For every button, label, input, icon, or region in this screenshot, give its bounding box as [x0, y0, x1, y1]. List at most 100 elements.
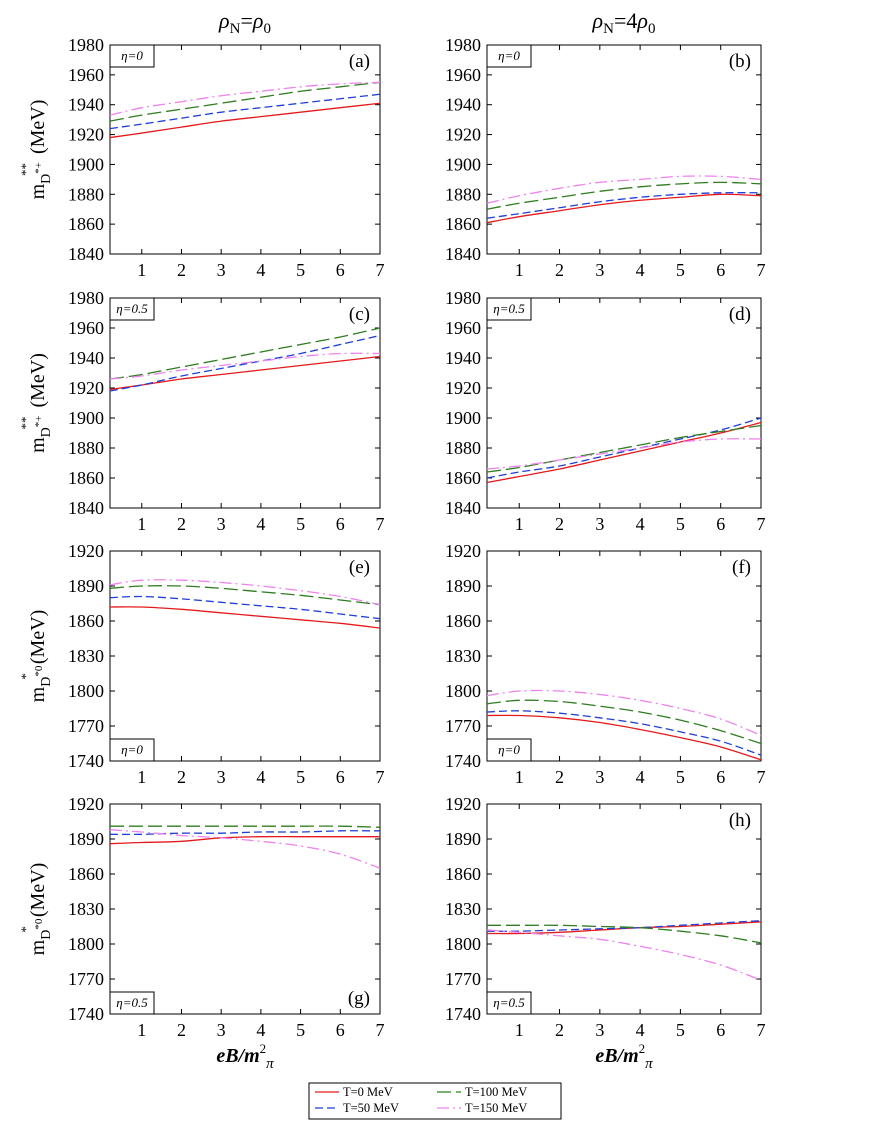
- y-tick-label: 1960: [445, 65, 481, 85]
- y-tick-label: 1920: [445, 378, 481, 398]
- y-tick-label: 1920: [68, 378, 104, 398]
- plot-frame: [109, 297, 381, 509]
- y-tick-label: 1980: [445, 35, 481, 55]
- series-line-t100: [486, 181, 762, 210]
- y-axis-label: mD*+** (MeV): [18, 353, 54, 453]
- y-tick-label: 1860: [445, 214, 481, 234]
- x-tick-label: 1: [137, 260, 146, 280]
- y-tick-label: 1980: [68, 288, 104, 308]
- series-line-t0: [486, 193, 762, 224]
- x-tick-label: 7: [757, 260, 766, 280]
- svg-text:mD*0* (MeV): mD*0* (MeV): [18, 610, 54, 703]
- panel-label: (f): [732, 557, 751, 578]
- eta-box: [486, 44, 532, 68]
- y-tick-label: 1940: [68, 348, 104, 368]
- panel-f: 1740 1770 1800 1830 1860 1890 1920 1 2 3 4 5 6 7 (f) η=…: [445, 541, 766, 787]
- svg-text:mD*+** (MeV): mD*+** (MeV): [18, 100, 54, 200]
- panel-label: (g): [348, 988, 370, 1009]
- x-tick-label: 5: [676, 514, 685, 534]
- x-tick-label: 7: [376, 1020, 385, 1040]
- eta-box: [486, 738, 532, 762]
- eta-label: η=0.5: [493, 995, 525, 1010]
- plot-frame: [109, 803, 381, 1015]
- plot-frame: [486, 44, 762, 255]
- x-tick-label: 5: [676, 260, 685, 280]
- y-axis-label: mD*0* (MeV): [18, 863, 54, 956]
- series-line-t150: [486, 689, 762, 736]
- y-tick-label: 1740: [68, 751, 104, 771]
- legend-item-t0: T=0 MeV: [315, 1085, 393, 1099]
- eta-box: [486, 297, 532, 321]
- x-axis-label: eB/m2π: [216, 1041, 274, 1072]
- y-tick-label: 1920: [68, 794, 104, 814]
- x-tick-label: 7: [757, 514, 766, 534]
- x-tick-label: 5: [296, 260, 305, 280]
- eta-label: η=0: [121, 742, 143, 757]
- series-line-t100: [109, 81, 381, 122]
- x-tick-label: 4: [636, 767, 645, 787]
- x-tick-label: 6: [336, 514, 345, 534]
- y-tick-label: 1740: [445, 751, 481, 771]
- series-line-t100: [109, 327, 381, 380]
- y-tick-label: 1960: [68, 318, 104, 338]
- y-tick-label: 1860: [68, 468, 104, 488]
- series-line-t50: [486, 192, 762, 219]
- x-tick-label: 5: [676, 1020, 685, 1040]
- eta-box: [109, 44, 155, 68]
- series-line-t150: [486, 929, 762, 981]
- eta-label: η=0.5: [493, 301, 525, 316]
- x-tick-label: 6: [716, 1020, 725, 1040]
- y-tick-label: 1880: [68, 438, 104, 458]
- x-tick-label: 3: [595, 1020, 604, 1040]
- y-tick-label: 1800: [445, 681, 481, 701]
- column-header-left: ρN=ρ0: [218, 8, 271, 37]
- series-line-t50: [486, 417, 762, 479]
- x-tick-label: 7: [757, 1020, 766, 1040]
- panel-label: (c): [349, 304, 370, 325]
- plot-frame: [486, 297, 762, 509]
- y-tick-label: 1890: [445, 576, 481, 596]
- x-tick-label: 4: [256, 1020, 265, 1040]
- legend-item-t50: T=50 MeV: [315, 1101, 399, 1115]
- x-tick-label: 3: [217, 260, 226, 280]
- series-line-t50: [109, 334, 381, 392]
- y-tick-label: 1840: [445, 244, 481, 264]
- y-tick-label: 1860: [445, 468, 481, 488]
- x-tick-label: 3: [595, 514, 604, 534]
- y-tick-label: 1800: [68, 681, 104, 701]
- y-tick-label: 1900: [68, 154, 104, 174]
- x-tick-label: 3: [595, 260, 604, 280]
- x-tick-label: 2: [177, 260, 186, 280]
- series-line-t150: [109, 579, 381, 606]
- eta-label: η=0: [498, 742, 520, 757]
- eta-label: η=0.5: [116, 301, 148, 316]
- x-tick-label: 2: [555, 767, 564, 787]
- y-tick-label: 1830: [445, 899, 481, 919]
- panel-b: 1840 1860 1880 1900 1920 1940 1960 1980 1 2 3 4 5 6 7 (…: [445, 35, 766, 280]
- x-tick-label: 2: [555, 260, 564, 280]
- x-tick-label: 7: [376, 767, 385, 787]
- x-tick-label: 6: [336, 767, 345, 787]
- x-tick-label: 4: [636, 260, 645, 280]
- panel-label: (a): [349, 51, 370, 72]
- legend-item-t150: T=150 MeV: [437, 1101, 527, 1115]
- x-tick-label: 7: [376, 514, 385, 534]
- y-tick-label: 1770: [68, 969, 104, 989]
- y-tick-label: 1920: [445, 125, 481, 145]
- panel-label: (d): [729, 304, 751, 325]
- y-tick-label: 1800: [445, 934, 481, 954]
- x-tick-label: 6: [716, 514, 725, 534]
- y-tick-label: 1830: [68, 899, 104, 919]
- x-tick-label: 2: [177, 514, 186, 534]
- x-tick-label: 6: [336, 1020, 345, 1040]
- series-line-t0: [109, 835, 380, 845]
- y-tick-label: 1940: [445, 348, 481, 368]
- y-tick-label: 1770: [445, 969, 481, 989]
- y-axis-label: mD*0* (MeV): [18, 610, 54, 703]
- y-tick-label: 1840: [445, 498, 481, 518]
- x-tick-label: 5: [296, 1020, 305, 1040]
- legend-label: T=0 MeV: [343, 1085, 393, 1099]
- y-tick-label: 1770: [68, 716, 104, 736]
- legend-item-t100: T=100 MeV: [437, 1085, 527, 1099]
